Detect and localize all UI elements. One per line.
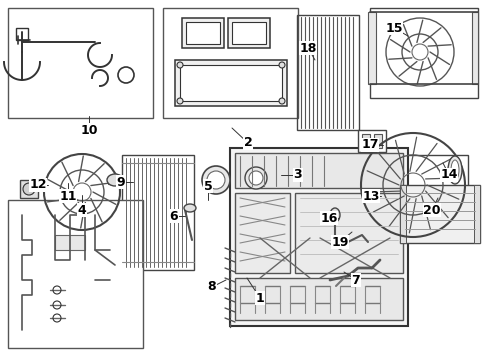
Text: 13: 13 bbox=[362, 189, 379, 202]
Bar bbox=[367, 12, 375, 84]
Circle shape bbox=[279, 98, 285, 104]
Bar bbox=[185, 22, 220, 44]
Bar bbox=[122, 155, 194, 270]
Bar bbox=[55, 235, 85, 250]
Text: 10: 10 bbox=[80, 123, 98, 136]
Bar bbox=[8, 8, 153, 118]
Ellipse shape bbox=[107, 174, 123, 186]
Ellipse shape bbox=[202, 166, 229, 194]
Bar bbox=[296, 15, 358, 130]
Bar bbox=[182, 18, 224, 48]
Bar bbox=[108, 176, 116, 184]
Circle shape bbox=[177, 62, 183, 68]
Bar bbox=[235, 193, 289, 273]
Bar bbox=[235, 153, 402, 188]
Text: 8: 8 bbox=[207, 280, 216, 293]
Text: 4: 4 bbox=[78, 203, 86, 216]
Bar bbox=[180, 65, 282, 101]
Bar bbox=[473, 185, 479, 243]
Text: 16: 16 bbox=[320, 211, 337, 225]
Text: 19: 19 bbox=[331, 235, 348, 248]
Bar bbox=[229, 148, 407, 326]
Text: 2: 2 bbox=[243, 136, 252, 149]
Bar bbox=[20, 180, 38, 198]
Circle shape bbox=[279, 62, 285, 68]
Text: 7: 7 bbox=[351, 274, 360, 287]
Bar bbox=[231, 22, 265, 44]
Text: 11: 11 bbox=[59, 189, 77, 202]
Bar bbox=[373, 134, 381, 148]
Bar bbox=[357, 130, 385, 152]
Text: 20: 20 bbox=[423, 203, 440, 216]
Ellipse shape bbox=[450, 160, 458, 180]
Text: 9: 9 bbox=[117, 175, 125, 189]
Text: 12: 12 bbox=[29, 179, 47, 192]
Text: 14: 14 bbox=[439, 168, 457, 181]
Circle shape bbox=[177, 98, 183, 104]
Bar bbox=[235, 278, 402, 320]
Bar bbox=[399, 185, 479, 243]
Bar bbox=[163, 8, 297, 118]
Text: 5: 5 bbox=[203, 180, 212, 193]
Ellipse shape bbox=[206, 171, 224, 189]
Circle shape bbox=[23, 183, 35, 195]
Bar bbox=[16, 28, 28, 40]
Bar bbox=[471, 12, 477, 84]
Bar bbox=[361, 134, 369, 148]
Bar bbox=[227, 18, 269, 48]
Bar bbox=[369, 8, 477, 98]
Ellipse shape bbox=[244, 167, 266, 189]
Text: 6: 6 bbox=[169, 210, 178, 222]
Text: 18: 18 bbox=[299, 41, 316, 54]
Ellipse shape bbox=[329, 208, 339, 222]
Text: 3: 3 bbox=[293, 168, 302, 181]
Ellipse shape bbox=[183, 204, 196, 212]
Ellipse shape bbox=[447, 156, 461, 184]
Text: 17: 17 bbox=[361, 139, 378, 152]
Bar bbox=[175, 60, 286, 106]
Text: 15: 15 bbox=[385, 22, 402, 35]
Bar bbox=[8, 200, 142, 348]
Ellipse shape bbox=[248, 171, 263, 185]
Bar bbox=[294, 193, 402, 273]
Text: 1: 1 bbox=[255, 292, 264, 305]
Bar bbox=[357, 155, 467, 215]
Bar bbox=[399, 185, 405, 243]
